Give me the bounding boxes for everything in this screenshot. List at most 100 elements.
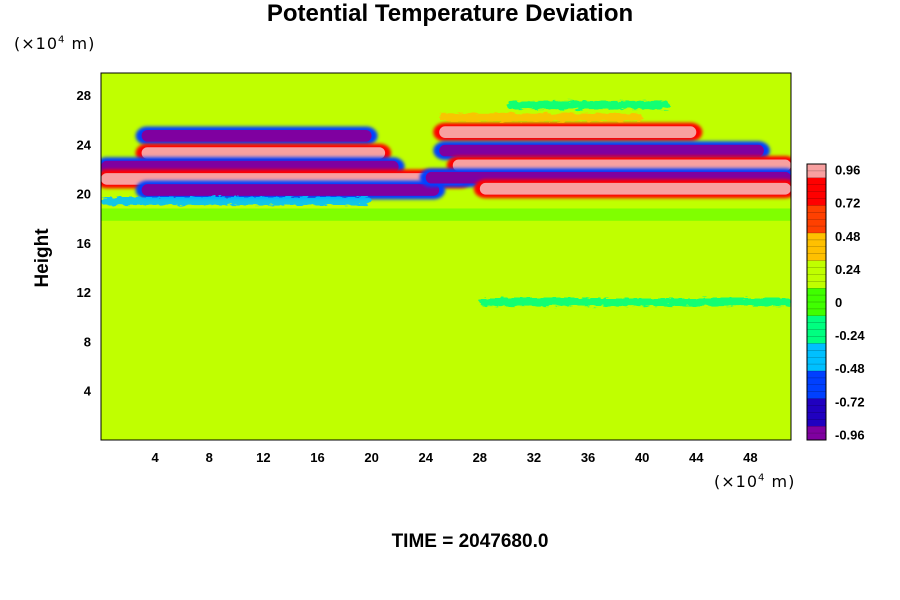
- band-core: [479, 182, 791, 195]
- x-tick-label: 16: [310, 450, 324, 465]
- heatmap-band: [433, 122, 703, 142]
- colorbar-frame: [806, 163, 827, 441]
- colorbar: [806, 163, 827, 441]
- band-core: [452, 159, 791, 172]
- x-tick-label: 40: [635, 450, 649, 465]
- heatmap-band: [135, 180, 446, 200]
- colorbar-cell: [807, 322, 826, 330]
- colorbar-cell: [807, 191, 826, 199]
- colorbar-cell: [807, 371, 826, 379]
- heatmap-band: [433, 141, 770, 160]
- x-axis-unit: (×104 m): [714, 472, 795, 491]
- colorbar-cell: [807, 205, 826, 213]
- y-tick-label: 20: [77, 187, 91, 202]
- time-label: TIME = 2047680.0: [391, 531, 549, 552]
- colorbar-cell: [807, 246, 826, 254]
- colorbar-cell: [807, 219, 826, 227]
- y-unit-exponent: 4: [58, 34, 66, 46]
- colorbar-cell: [807, 288, 826, 296]
- y-tick-label: 4: [84, 384, 92, 399]
- colorbar-cell: [807, 364, 826, 372]
- y-unit-prefix: (×10: [14, 34, 59, 53]
- y-tick-label: 8: [84, 334, 91, 349]
- x-axis-ticks: 4 8 12 16 20 24 28 32 36 40 44 48: [152, 450, 758, 465]
- colorbar-tick-label: 0.48: [835, 229, 860, 244]
- colorbar-tick-label: 0: [835, 295, 842, 310]
- heatmap-band: [101, 196, 372, 206]
- colorbar-cell: [807, 239, 826, 248]
- colorbar-cell: [807, 377, 826, 386]
- colorbar-cell: [807, 391, 826, 399]
- colorbar-cell: [807, 398, 826, 406]
- colorbar-cell: [807, 350, 826, 358]
- colorbar-cell: [807, 343, 826, 351]
- colorbar-tick-label: 0.96: [835, 163, 860, 178]
- y-tick-label: 28: [77, 88, 91, 103]
- plot-frame: [100, 72, 792, 441]
- band-core: [439, 126, 697, 138]
- colorbar-cell: [807, 212, 826, 220]
- band-core: [141, 129, 372, 142]
- field-top-layer: [101, 73, 791, 98]
- field-mid-layer: [101, 208, 791, 221]
- colorbar-cell: [807, 226, 826, 234]
- colorbar-cell: [807, 433, 826, 441]
- colorbar-tick-label: -0.24: [835, 328, 865, 343]
- x-tick-label: 20: [364, 450, 378, 465]
- band-core: [101, 160, 399, 173]
- colorbar-tick-label: -0.48: [835, 361, 865, 376]
- heatmap-band: [439, 113, 643, 122]
- colorbar-cell: [807, 281, 826, 289]
- y-axis-unit: (×104 m): [14, 34, 95, 53]
- colorbar-tick-label: -0.72: [835, 394, 865, 409]
- colorbar-cell: [807, 170, 826, 179]
- colorbar-cell: [807, 419, 826, 427]
- colorbar-cell: [807, 426, 826, 434]
- x-tick-label: 32: [527, 450, 541, 465]
- x-tick-label: 24: [418, 450, 433, 465]
- colorbar-cell: [807, 336, 826, 344]
- x-unit-prefix: (×10: [714, 472, 759, 491]
- colorbar-tick-label: -0.96: [835, 427, 865, 442]
- y-tick-label: 16: [77, 236, 91, 251]
- band-streak: [114, 296, 440, 305]
- heatmap-band: [473, 179, 791, 199]
- x-tick-label: 36: [581, 450, 595, 465]
- band-core: [141, 147, 386, 159]
- band-streak: [506, 100, 670, 110]
- colorbar-cell: [807, 384, 826, 392]
- y-tick-label: 24: [77, 137, 92, 152]
- colorbar-cell: [807, 315, 826, 323]
- heatmap-field: [101, 73, 791, 440]
- colorbar-cell: [807, 329, 826, 337]
- colorbar-cell: [807, 295, 826, 303]
- x-tick-label: 12: [256, 450, 270, 465]
- x-unit-suffix: m): [765, 472, 796, 491]
- x-unit-exponent: 4: [758, 472, 766, 484]
- colorbar-tick-label: 0.72: [835, 196, 860, 211]
- colorbar-ticks: 0.96 0.72 0.48 0.24 0 -0.24 -0.48 -0.72 -0.96: [835, 163, 865, 443]
- chart-title: Potential Temperature Deviation: [266, 0, 634, 27]
- colorbar-cell: [807, 184, 826, 192]
- x-tick-label: 44: [689, 450, 704, 465]
- heatmap-band: [135, 126, 378, 146]
- colorbar-cell: [807, 308, 826, 317]
- y-unit-suffix: m): [65, 34, 96, 53]
- colorbar-cell: [807, 260, 826, 268]
- x-tick-label: 28: [473, 450, 487, 465]
- colorbar-cell: [807, 412, 826, 420]
- colorbar-cell: [807, 302, 826, 310]
- colorbar-cell: [807, 177, 826, 185]
- band-streak: [101, 196, 372, 206]
- band-core: [439, 144, 764, 157]
- colorbar-cell: [807, 198, 826, 206]
- colorbar-cell: [807, 405, 826, 413]
- x-tick-label: 8: [206, 450, 213, 465]
- colorbar-cell: [807, 164, 826, 172]
- band-streak: [439, 113, 643, 122]
- x-tick-label: 4: [152, 450, 160, 465]
- colorbar-cell: [807, 357, 826, 365]
- colorbar-cell: [807, 267, 826, 275]
- band-streak: [479, 297, 791, 307]
